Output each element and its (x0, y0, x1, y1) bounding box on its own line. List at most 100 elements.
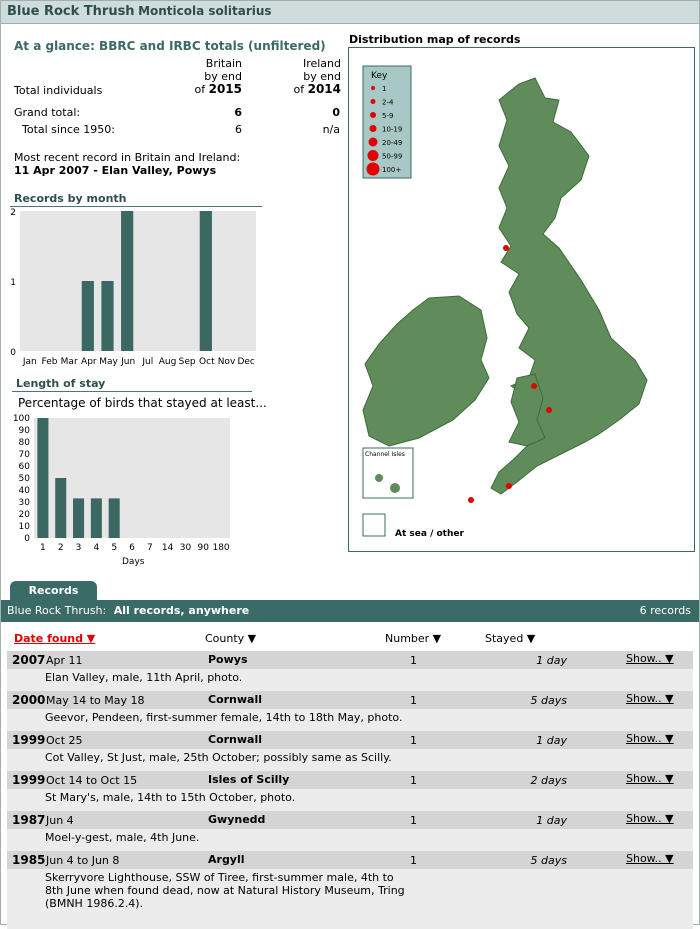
record-description-row: Cot Valley, St Just, male, 25th October;… (7, 749, 693, 771)
since-1950-label: Total since 1950: (22, 123, 115, 136)
record-row: 1987 Jun 4 Gwynedd 1 1 day Show.. ▼ (7, 811, 693, 829)
record-description-row: Elan Valley, male, 11th April, photo. (7, 669, 693, 691)
stay-xtick: 1 (40, 543, 46, 553)
month-xtick: Nov (218, 357, 236, 367)
month-xtick: Jul (141, 357, 153, 367)
stay-xtick: 30 (180, 543, 192, 553)
key-label: 50-99 (382, 153, 402, 161)
month-xtick: Jan (22, 357, 37, 367)
species-title-bar: Blue Rock Thrush Monticola solitarius (1, 1, 699, 24)
record-show-toggle[interactable]: Show.. ▼ (626, 812, 674, 825)
month-ytick: 2 (10, 208, 16, 218)
month-xtick: Feb (42, 357, 58, 367)
uk-map-graphic: Key 1 2-4 5-9 10-19 20-49 50-99 100+ Channel I… (362, 65, 648, 539)
channel-isles-inset (362, 447, 414, 499)
record-show-toggle[interactable]: Show.. ▼ (626, 692, 674, 705)
record-year: 2000 (12, 693, 46, 707)
record-description: Cot Valley, St Just, male, 25th October;… (45, 751, 392, 764)
sort-date-found[interactable]: Date found ▼ (14, 632, 96, 645)
distribution-map: Key 1 2-4 5-9 10-19 20-49 50-99 100+ Channel I… (348, 47, 695, 552)
ireland-landmass (362, 295, 490, 447)
key-label: 100+ (382, 166, 401, 174)
record-row: 2007 Apr 11 Powys 1 1 day Show.. ▼ (7, 651, 693, 669)
month-xtick: Oct (199, 357, 215, 367)
sort-number[interactable]: Number ▼ (385, 632, 442, 645)
record-number: 1 (410, 814, 417, 827)
at-sea-box (362, 513, 386, 537)
record-description-row: Skerryvore Lighthouse, SSW of Tiree, fir… (7, 869, 693, 929)
record-date: Apr 11 (46, 654, 83, 667)
record-dot-powys (546, 407, 552, 413)
stay-chart-xlabel: Days (122, 557, 145, 567)
record-row: 1985 Jun 4 to Jun 8 Argyll 1 5 days Show.. ▼ (7, 851, 693, 869)
month-xtick: Sep (179, 357, 196, 367)
glance-heading: At a glance: BBRC and IRBC totals (unfil… (14, 39, 326, 53)
record-number: 1 (410, 654, 417, 667)
record-date: Jun 4 to Jun 8 (46, 854, 120, 867)
stay-chart-plot-area (34, 418, 230, 538)
record-description-row: Moel-y-gest, male, 4th June. (7, 829, 693, 851)
record-show-toggle[interactable]: Show.. ▼ (626, 652, 674, 665)
record-county: Isles of Scilly (208, 773, 290, 786)
key-dot (370, 99, 376, 104)
key-label: 5-9 (382, 112, 393, 120)
key-label: 20-49 (382, 139, 402, 147)
ireland-column-header: Ireland by end of 2014 (293, 57, 341, 96)
stay-ytick: 10 (19, 522, 31, 532)
month-bar-oct (199, 211, 212, 351)
grand-total-britain: 6 (234, 106, 242, 119)
key-dot (368, 137, 378, 147)
stay-chart-divider (12, 391, 252, 392)
record-date: Oct 25 (46, 734, 83, 747)
sort-stayed[interactable]: Stayed ▼ (485, 632, 536, 645)
sort-county[interactable]: County ▼ (205, 632, 257, 645)
record-date: Oct 14 to Oct 15 (46, 774, 138, 787)
at-sea-label: At sea / other (395, 529, 464, 539)
record-date: Jun 4 (46, 814, 74, 827)
record-show-toggle[interactable]: Show.. ▼ (626, 772, 674, 785)
record-stayed: 1 day (536, 734, 567, 747)
channel-isle-guernsey (375, 474, 383, 482)
record-stayed: 5 days (530, 854, 567, 867)
record-stayed: 2 days (530, 774, 567, 787)
grand-total-label: Grand total: (14, 106, 81, 119)
stay-ytick: 100 (13, 414, 30, 424)
britain-column-header: Britain by end of 2015 (194, 57, 242, 96)
record-show-toggle[interactable]: Show.. ▼ (626, 852, 674, 865)
record-date: May 14 to May 18 (46, 694, 145, 707)
record-number: 1 (410, 694, 417, 707)
stay-xtick: 7 (147, 543, 153, 553)
record-number: 1 (410, 734, 417, 747)
key-dot (371, 86, 375, 90)
record-number: 1 (410, 854, 417, 867)
record-description-row: Geevor, Pendeen, first-summer female, 14… (7, 709, 693, 731)
month-xtick: May (99, 357, 118, 367)
record-row: 2000 May 14 to May 18 Cornwall 1 5 days Show.… (7, 691, 693, 709)
record-year: 1999 (12, 733, 46, 747)
recent-record-value: 11 Apr 2007 - Elan Valley, Powys (14, 164, 217, 177)
records-count: 6 records (639, 604, 691, 617)
month-chart-plot-area (20, 211, 256, 351)
record-show-toggle[interactable]: Show.. ▼ (626, 732, 674, 745)
month-chart: 0 1 2 Jan Feb Mar Apr May Jun Jul Aug Sep Oct Nov Dec (10, 208, 256, 367)
record-year: 2007 (12, 653, 46, 667)
tab-records[interactable]: Records (10, 581, 97, 601)
species-scientific-name: Monticola solitarius (138, 4, 272, 18)
stay-ytick: 0 (24, 534, 30, 544)
record-description: St Mary's, male, 14th to 15th October, p… (45, 791, 296, 804)
stay-xtick: 14 (162, 543, 174, 553)
stay-xtick: 3 (76, 543, 82, 553)
recent-record-label: Most recent record in Britain and Irelan… (14, 151, 241, 164)
record-stayed: 1 day (536, 654, 567, 667)
record-stayed: 5 days (530, 694, 567, 707)
month-xtick: Dec (237, 357, 254, 367)
channel-isle-jersey (390, 483, 400, 493)
species-common-name: Blue Rock Thrush (7, 4, 135, 19)
record-year: 1985 (12, 853, 46, 867)
month-chart-divider (10, 206, 262, 207)
key-dot (366, 162, 380, 176)
grand-total-ireland: 0 (332, 106, 340, 119)
stay-ytick: 80 (19, 438, 31, 448)
month-xtick: Apr (81, 357, 97, 367)
stay-chart-heading: Length of stay (16, 377, 106, 390)
